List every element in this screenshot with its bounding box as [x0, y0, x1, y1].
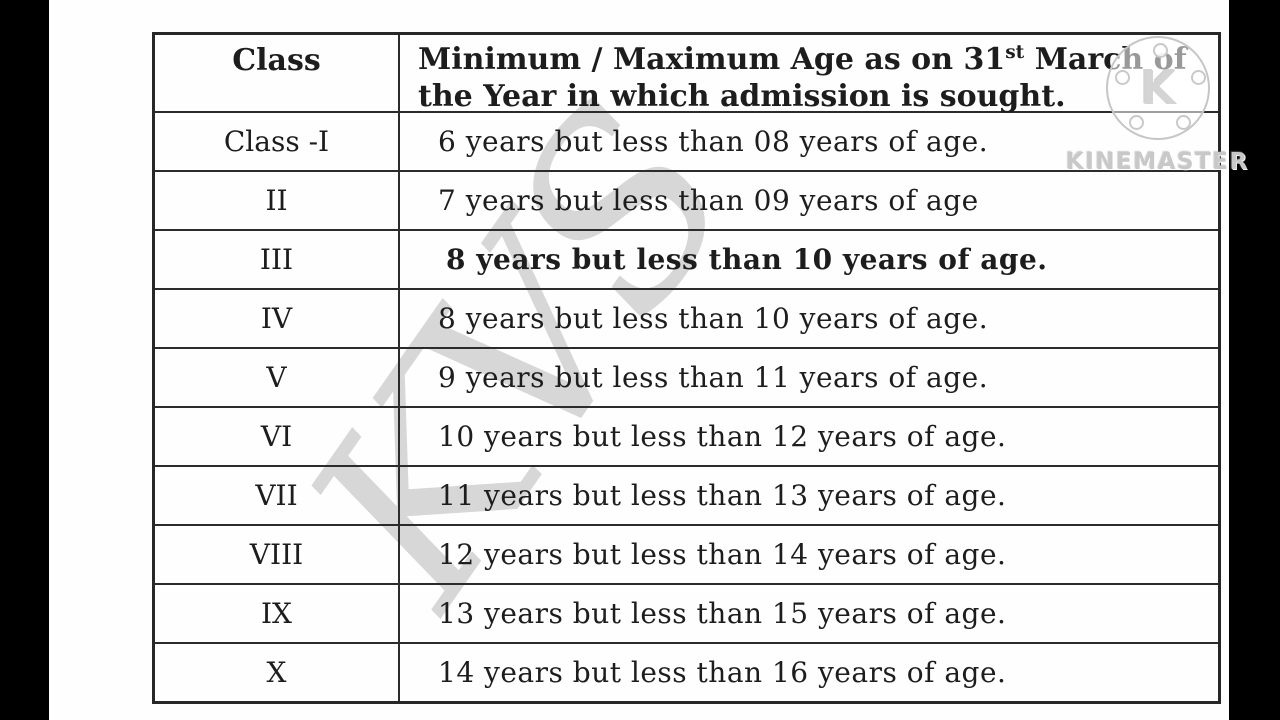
- class-cell: X: [155, 644, 400, 701]
- kinemaster-logo-icon: K: [1106, 36, 1210, 140]
- class-cell: V: [155, 349, 400, 406]
- class-cell: Class -I: [155, 113, 400, 170]
- age-cell: 13 years but less than 15 years of age.: [438, 597, 1007, 630]
- age-header-text: Minimum / Maximum Age as on 31: [418, 42, 1006, 77]
- age-column-header: Minimum / Maximum Age as on 31st March o…: [400, 35, 1218, 115]
- document-page: KVS Class Minimum / Maximum Age as on 31…: [49, 0, 1229, 720]
- logo-hole-icon: [1152, 42, 1168, 58]
- class-cell: IX: [155, 585, 400, 642]
- letterbox-right: [1229, 0, 1280, 720]
- table-row: VIII 12 years but less than 14 years of a…: [155, 524, 1218, 583]
- age-cell: 10 years but less than 12 years of age.: [438, 420, 1007, 453]
- age-cell: 7 years but less than 09 years of age: [438, 184, 979, 217]
- class-cell: VIII: [155, 526, 400, 583]
- kinemaster-k-letter: K: [1140, 61, 1176, 115]
- age-cell: 9 years but less than 11 years of age.: [438, 361, 989, 394]
- class-cell: VII: [155, 467, 400, 524]
- table-header-row: Class Minimum / Maximum Age as on 31st M…: [155, 35, 1218, 115]
- class-cell: III: [155, 231, 400, 288]
- table-row: VII 11 years but less than 13 years of ag…: [155, 465, 1218, 524]
- table-row: IV 8 years but less than 10 years of age.: [155, 288, 1218, 347]
- table-body: Class -I 6 years but less than 08 years o…: [155, 111, 1218, 701]
- ordinal-superscript: st: [1005, 42, 1025, 63]
- age-cell: 6 years but less than 08 years of age.: [438, 125, 989, 158]
- age-cell: 8 years but less than 10 years of age.: [438, 302, 989, 335]
- class-cell: IV: [155, 290, 400, 347]
- kinemaster-watermark-text: KINEMASTER: [1066, 149, 1249, 175]
- age-cell: 14 years but less than 16 years of age.: [438, 656, 1007, 689]
- letterbox-left: [0, 0, 49, 720]
- table-row: II 7 years but less than 09 years of age: [155, 170, 1218, 229]
- table-row: Class -I 6 years but less than 08 years o…: [155, 111, 1218, 170]
- age-cell: 8 years but less than 10 years of age.: [446, 243, 1048, 276]
- table-row: III 8 years but less than 10 years of age…: [155, 229, 1218, 288]
- logo-hole-icon: [1114, 70, 1130, 85]
- class-column-header: Class: [155, 35, 400, 115]
- admission-age-table: Class Minimum / Maximum Age as on 31st M…: [152, 32, 1221, 704]
- table-row: V 9 years but less than 11 years of age.: [155, 347, 1218, 406]
- logo-hole-icon: [1129, 115, 1144, 130]
- table-row: IX 13 years but less than 15 years of age…: [155, 583, 1218, 642]
- age-cell: 11 years but less than 13 years of age.: [438, 479, 1007, 512]
- class-cell: VI: [155, 408, 400, 465]
- age-cell: 12 years but less than 14 years of age.: [438, 538, 1007, 571]
- logo-hole-icon: [1190, 70, 1206, 85]
- logo-hole-icon: [1176, 115, 1191, 130]
- class-cell: II: [155, 172, 400, 229]
- table-row: VI 10 years but less than 12 years of age…: [155, 406, 1218, 465]
- table-row: X 14 years but less than 16 years of age.: [155, 642, 1218, 701]
